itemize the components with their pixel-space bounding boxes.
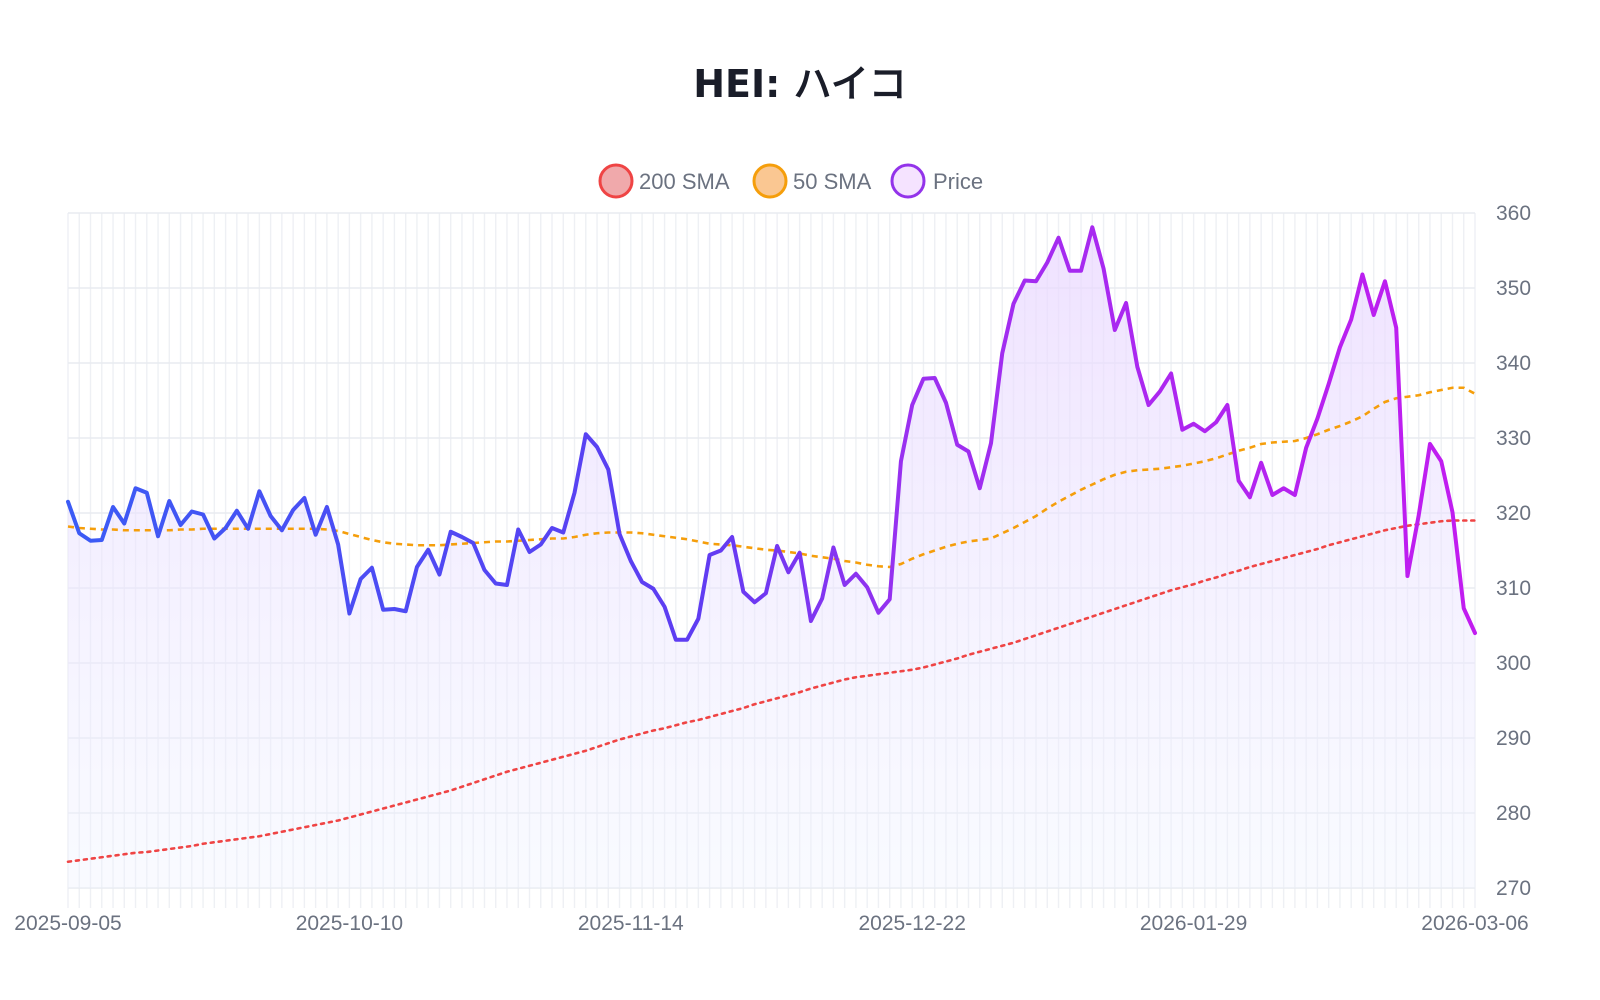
- series-line-50-sma: [67, 386, 1476, 569]
- x-tick-label: 2025-10-10: [296, 912, 403, 935]
- x-axis: 2025-09-05 2025-10-10 2025-11-14 2025-12-22…: [14, 912, 1528, 935]
- legend-label-price: Price: [933, 169, 983, 194]
- x-tick-label: 2025-12-22: [858, 912, 965, 935]
- legend-marker-200-sma: [598, 163, 634, 199]
- y-tick-label: 350: [1496, 277, 1531, 300]
- x-tick-label: 2025-09-05: [14, 912, 121, 935]
- y-tick-label: 320: [1496, 502, 1531, 525]
- legend-item-price[interactable]: Price: [890, 163, 983, 199]
- y-tick-label: 280: [1496, 802, 1531, 825]
- x-tick-label: 2026-03-06: [1421, 912, 1528, 935]
- legend-item-50-sma[interactable]: 50 SMA: [752, 163, 872, 199]
- x-tick-label: 2025-11-14: [578, 912, 684, 935]
- x-tick-label: 2026-01-29: [1140, 912, 1247, 935]
- y-tick-label: 330: [1496, 427, 1531, 450]
- price-area: [68, 227, 1475, 888]
- legend-label-50-sma: 50 SMA: [793, 169, 872, 194]
- legend-item-200-sma[interactable]: 200 SMA: [598, 163, 730, 199]
- y-tick-label: 300: [1496, 652, 1531, 675]
- price-area-fill: [68, 227, 1475, 888]
- y-tick-label: 340: [1496, 352, 1531, 375]
- chart-title: HEI: ハイコ: [693, 62, 907, 106]
- y-tick-label: 270: [1496, 877, 1531, 900]
- legend-label-200-sma: 200 SMA: [639, 169, 730, 194]
- legend-marker-price: [890, 163, 926, 199]
- y-tick-label: 360: [1496, 202, 1531, 225]
- y-tick-label: 310: [1496, 577, 1531, 600]
- series-line-200-sma: [66, 519, 1477, 864]
- y-axis: 270 280 290 300 310 320 330 340 350 360: [1496, 202, 1531, 900]
- legend: 200 SMA 50 SMA Price: [598, 163, 983, 199]
- y-tick-label: 290: [1496, 727, 1531, 750]
- series-lines: [66, 225, 1477, 864]
- series-line-price: [66, 225, 1477, 642]
- legend-marker-50-sma: [752, 163, 788, 199]
